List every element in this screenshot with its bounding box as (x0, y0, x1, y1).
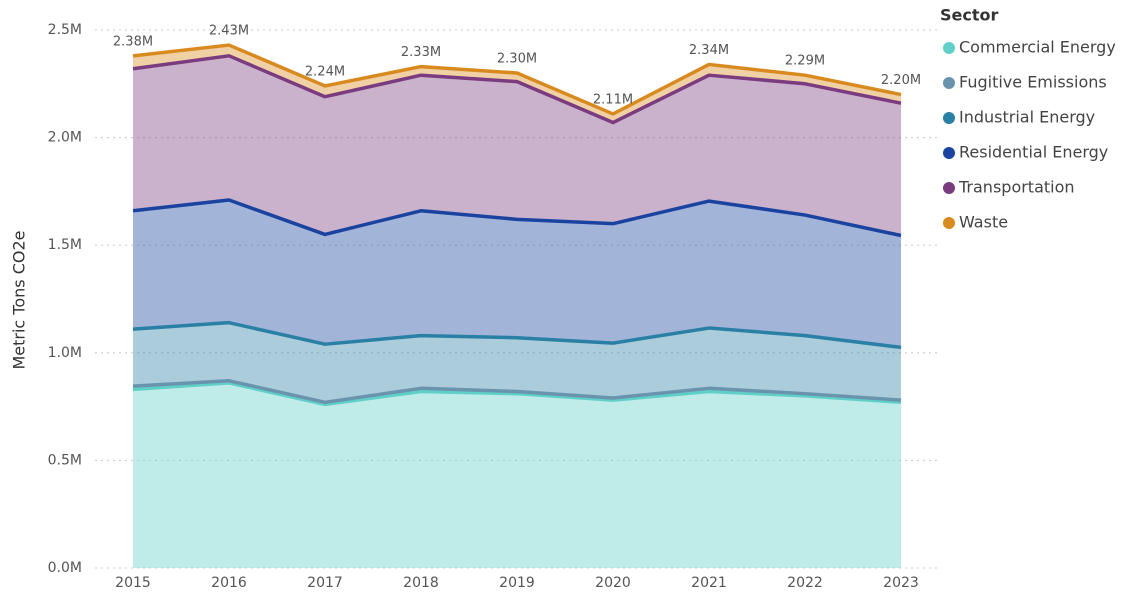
line (132, 379, 902, 405)
y-tick-label: 0.0M (48, 560, 82, 576)
legend-title: Sector (940, 6, 999, 25)
legend-marker (943, 147, 955, 159)
area (133, 200, 901, 348)
x-tick-label: 2017 (307, 575, 343, 591)
y-tick-label: 0.5M (48, 452, 82, 468)
area (133, 382, 901, 568)
legend-marker (943, 42, 955, 54)
line (132, 198, 902, 238)
total-label: 2.38M (113, 34, 153, 49)
legend-marker (943, 182, 955, 194)
line (132, 320, 902, 350)
legend-marker (943, 112, 955, 124)
legend-label: Fugitive Emissions (959, 73, 1107, 92)
line (132, 43, 902, 116)
x-tick-label: 2023 (883, 575, 919, 591)
x-tick-label: 2022 (787, 575, 823, 591)
area (133, 322, 901, 403)
total-label: 2.20M (881, 73, 921, 88)
x-tick-label: 2018 (403, 575, 439, 591)
line (132, 381, 902, 407)
total-label: 2.33M (401, 45, 441, 60)
x-tick-label: 2016 (211, 575, 247, 591)
x-tick-label: 2021 (691, 575, 727, 591)
line (132, 54, 902, 125)
y-tick-label: 1.5M (48, 237, 82, 253)
total-label: 2.34M (689, 43, 729, 58)
y-tick-label: 1.0M (48, 345, 82, 361)
legend-label: Transportation (958, 178, 1075, 197)
total-label: 2.43M (209, 24, 249, 39)
legend-label: Industrial Energy (959, 108, 1095, 127)
area (133, 55, 901, 236)
total-label: 2.29M (785, 54, 825, 69)
total-label: 2.11M (593, 92, 633, 107)
total-label: 2.30M (497, 52, 537, 67)
x-tick-label: 2020 (595, 575, 631, 591)
y-tick-label: 2.5M (48, 22, 82, 38)
legend-label: Commercial Energy (959, 38, 1116, 57)
legend-marker (943, 217, 955, 229)
legend-label: Residential Energy (959, 143, 1108, 162)
x-tick-label: 2015 (115, 575, 151, 591)
total-label: 2.24M (305, 64, 345, 79)
x-tick-label: 2019 (499, 575, 535, 591)
y-tick-label: 2.0M (48, 130, 82, 146)
legend-marker (943, 77, 955, 89)
legend-label: Waste (959, 213, 1008, 232)
y-axis-title: Metric Tons CO2e (10, 230, 29, 369)
